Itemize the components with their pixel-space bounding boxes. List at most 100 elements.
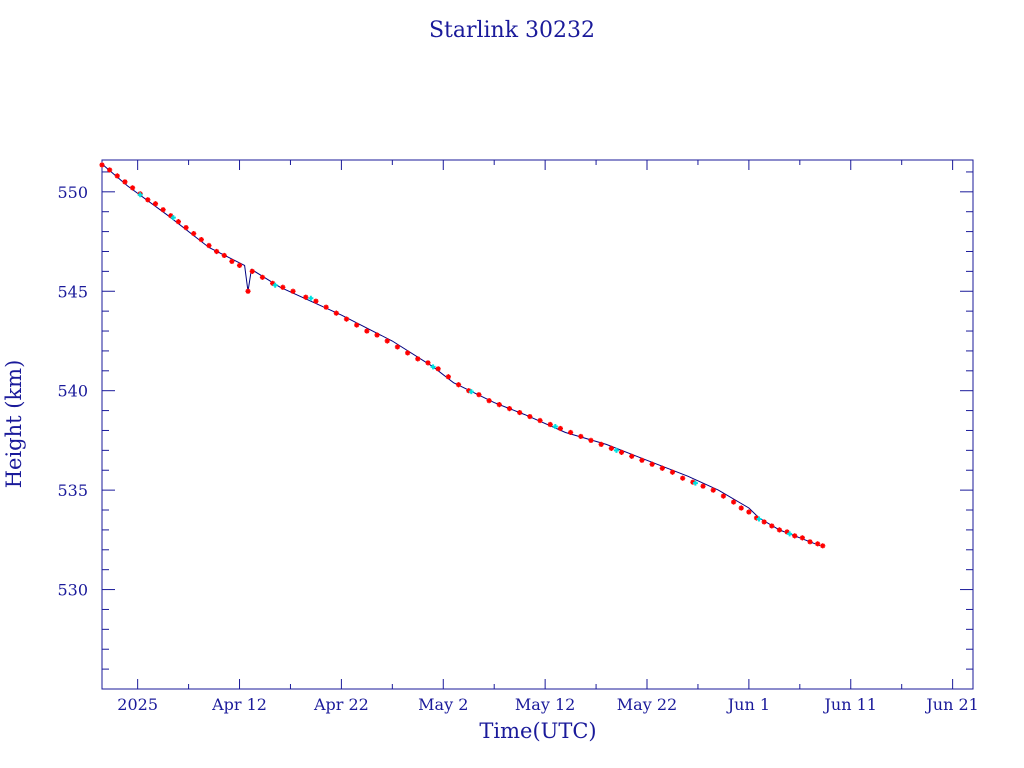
data-point bbox=[784, 529, 790, 535]
data-point bbox=[466, 388, 472, 394]
data-point bbox=[333, 310, 339, 316]
data-point bbox=[435, 366, 441, 372]
data-point bbox=[517, 409, 523, 416]
data-point bbox=[245, 288, 251, 294]
data-point bbox=[738, 505, 744, 511]
data-point bbox=[700, 483, 706, 489]
data-point bbox=[129, 185, 136, 191]
data-point bbox=[557, 425, 564, 432]
data-point bbox=[145, 197, 151, 203]
y-tick-label: 545 bbox=[57, 282, 88, 301]
x-tick-label: May 12 bbox=[515, 695, 575, 714]
data-point bbox=[394, 344, 401, 350]
data-point bbox=[374, 332, 380, 338]
y-tick-label: 540 bbox=[57, 382, 88, 401]
x-tick-label: Apr 22 bbox=[313, 695, 369, 714]
data-point bbox=[259, 274, 266, 280]
data-point bbox=[455, 382, 462, 388]
data-point bbox=[415, 356, 421, 362]
data-point-alt bbox=[430, 364, 436, 370]
data-point bbox=[364, 328, 370, 334]
data-point bbox=[343, 316, 350, 322]
data-point-alt bbox=[308, 295, 314, 301]
x-tick-label: Jun 21 bbox=[924, 695, 978, 714]
data-point bbox=[214, 248, 220, 255]
data-point-alt bbox=[468, 389, 474, 395]
data-point bbox=[690, 479, 696, 485]
data-point bbox=[303, 294, 309, 300]
data-point bbox=[527, 413, 533, 420]
data-point bbox=[659, 465, 665, 471]
x-tick-label: 2025 bbox=[117, 695, 158, 714]
data-point bbox=[578, 433, 584, 440]
chart-title: Starlink 30232 bbox=[429, 18, 595, 43]
data-point bbox=[761, 519, 767, 525]
data-point bbox=[175, 219, 182, 225]
data-point bbox=[537, 417, 543, 424]
data-point bbox=[198, 236, 204, 243]
data-point bbox=[720, 493, 727, 499]
data-point bbox=[639, 457, 645, 463]
data-point bbox=[323, 304, 329, 310]
data-point bbox=[107, 167, 113, 173]
data-point bbox=[629, 453, 635, 459]
y-axis-label: Height (km) bbox=[2, 360, 26, 489]
data-point bbox=[776, 527, 783, 533]
data-point bbox=[206, 242, 212, 249]
data-point bbox=[588, 437, 594, 444]
data-point bbox=[270, 280, 276, 286]
data-point bbox=[649, 461, 655, 467]
data-point bbox=[354, 322, 360, 328]
data-point bbox=[183, 225, 189, 231]
data-point bbox=[122, 179, 128, 185]
x-axis-label: Time(UTC) bbox=[479, 719, 596, 743]
data-point bbox=[598, 441, 604, 447]
data-point bbox=[608, 445, 614, 451]
data-point bbox=[753, 515, 760, 521]
plot-frame bbox=[101, 159, 974, 690]
data-point bbox=[799, 535, 805, 541]
data-point bbox=[236, 262, 243, 269]
data-point bbox=[160, 207, 166, 213]
height-trend-line bbox=[101, 163, 821, 547]
data-point-alt bbox=[756, 516, 762, 522]
data-point bbox=[506, 405, 513, 412]
x-tick-label: May 22 bbox=[617, 695, 677, 714]
data-point bbox=[807, 539, 813, 545]
data-point-alt bbox=[137, 192, 143, 198]
data-point bbox=[313, 298, 319, 304]
data-point bbox=[746, 509, 752, 515]
x-tick-label: May 2 bbox=[418, 695, 468, 714]
data-point bbox=[547, 421, 553, 428]
data-point bbox=[769, 523, 775, 529]
data-point bbox=[731, 499, 737, 505]
data-point bbox=[280, 284, 286, 290]
data-point-alt bbox=[272, 282, 278, 288]
data-point bbox=[221, 252, 227, 259]
data-point bbox=[405, 350, 411, 356]
data-point-alt bbox=[787, 531, 793, 537]
data-point bbox=[384, 338, 390, 344]
data-point bbox=[568, 429, 574, 436]
y-tick-label: 550 bbox=[57, 183, 88, 202]
data-point-alt bbox=[552, 423, 558, 429]
x-tick-labels: 2025 Apr 12 Apr 22 May 2 May 12 May 22 Jun 1 Ju… bbox=[117, 695, 979, 714]
plot-area bbox=[99, 162, 826, 549]
data-point bbox=[792, 533, 798, 539]
data-point bbox=[496, 402, 502, 408]
x-tick-label: Jun 11 bbox=[823, 695, 877, 714]
data-point bbox=[152, 201, 159, 207]
data-point bbox=[425, 360, 431, 366]
data-point-alt bbox=[613, 447, 619, 453]
data-point bbox=[229, 258, 235, 265]
x-tick-label: Jun 1 bbox=[726, 695, 770, 714]
data-point bbox=[249, 268, 255, 274]
data-point bbox=[476, 392, 482, 398]
x-tick-label: Apr 12 bbox=[211, 695, 267, 714]
y-tick-labels: 530 535 540 545 550 bbox=[57, 183, 88, 600]
y-tick-label: 530 bbox=[57, 581, 88, 600]
data-point bbox=[669, 469, 676, 475]
data-point bbox=[618, 449, 625, 455]
data-point bbox=[445, 374, 451, 380]
axis-ticks bbox=[102, 160, 973, 690]
